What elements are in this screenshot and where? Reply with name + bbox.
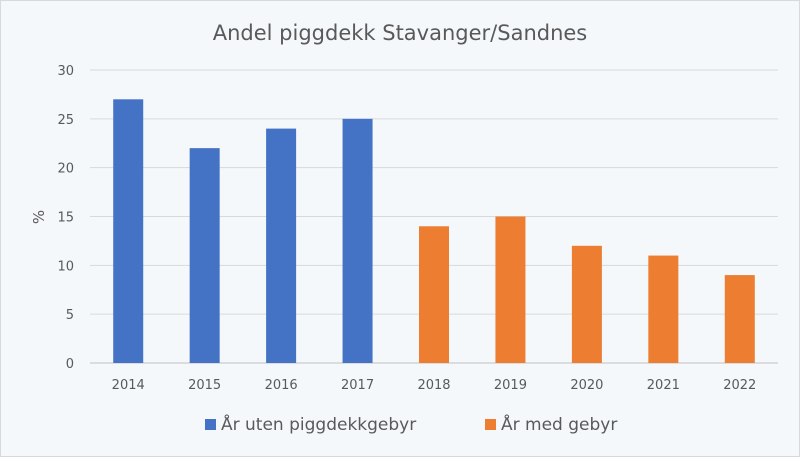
- bar: [495, 216, 526, 363]
- x-tick-label: 2022: [723, 378, 756, 393]
- legend-label: År uten piggdekkgebyr: [221, 413, 416, 435]
- x-tick-label: 2018: [417, 378, 450, 393]
- y-tick-label: 5: [66, 308, 74, 323]
- bar: [419, 226, 449, 363]
- bar: [724, 275, 755, 363]
- legend-swatch: [485, 419, 496, 430]
- x-tick-label: 2017: [341, 378, 374, 393]
- bar: [342, 118, 373, 363]
- y-tick-label: 30: [57, 64, 74, 79]
- y-tick-label: 25: [57, 113, 74, 128]
- y-tick-label: 10: [57, 259, 74, 274]
- y-tick-label: 15: [57, 211, 74, 226]
- legend-label: År med gebyr: [501, 413, 617, 435]
- y-tick-label: 0: [66, 357, 74, 372]
- bar: [189, 148, 220, 363]
- chart-title: Andel piggdekk Stavanger/Sandnes: [213, 21, 588, 45]
- x-tick-label: 2015: [188, 378, 221, 393]
- legend-swatch: [205, 419, 216, 430]
- x-tick-label: 2019: [494, 378, 527, 393]
- x-tick-label: 2020: [570, 378, 603, 393]
- y-tick-label: 20: [57, 162, 74, 177]
- x-tick-label: 2014: [112, 378, 145, 393]
- y-axis-label: %: [30, 210, 48, 224]
- bar: [113, 99, 144, 364]
- x-tick-label: 2016: [265, 378, 298, 393]
- bar: [571, 245, 602, 363]
- bar: [648, 255, 679, 363]
- x-tick-label: 2021: [647, 378, 680, 393]
- bar: [266, 128, 297, 363]
